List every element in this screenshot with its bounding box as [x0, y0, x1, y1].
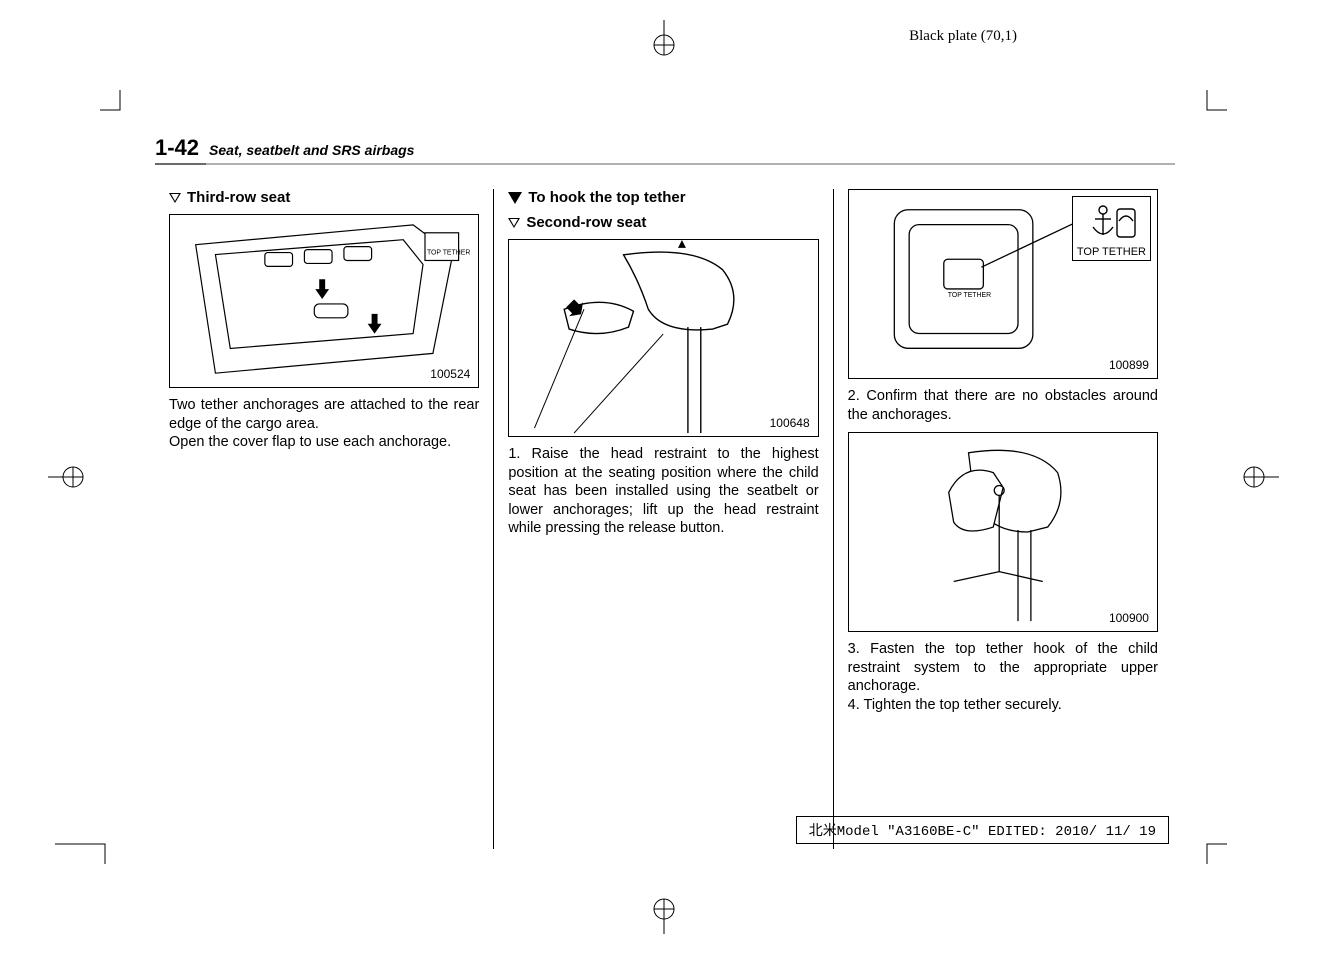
figure-100900-svg	[849, 433, 1157, 631]
anchor-icon	[1085, 203, 1137, 243]
col3-para1: 2. Confirm that there are no obstacles a…	[848, 387, 1158, 424]
column-3: TOP TETHER	[833, 189, 1172, 849]
col1-para1: Two tether anchorages are attached to th…	[169, 396, 479, 433]
chapter-title: Seat, seatbelt and SRS airbags	[209, 142, 414, 158]
crop-mark-left	[48, 457, 88, 497]
col2-heading-main-text: To hook the top tether	[528, 189, 685, 206]
col1-heading: Third-row seat	[169, 189, 479, 206]
crop-mark-bottom	[644, 894, 684, 934]
column-1: Third-row seat TOP TETHER	[155, 189, 493, 849]
col2-heading-main: To hook the top tether	[508, 189, 818, 206]
triangle-solid-icon	[508, 192, 522, 204]
footer-model-info: 北米Model "A3160BE-C" EDITED: 2010/ 11/ 19	[796, 816, 1169, 844]
page-content: 1-42 Seat, seatbelt and SRS airbags Thir…	[155, 135, 1172, 819]
triangle-outline-icon	[169, 193, 181, 203]
col2-heading-sub: Second-row seat	[508, 214, 818, 231]
figure-100900-id: 100900	[1109, 611, 1149, 625]
crop-mark-right	[1239, 457, 1279, 497]
crop-corner-tl	[100, 90, 130, 120]
col2-heading-sub-text: Second-row seat	[526, 214, 646, 231]
figure-100899-id: 100899	[1109, 358, 1149, 372]
black-plate-label: Black plate (70,1)	[909, 28, 1017, 45]
figure-100648-id: 100648	[770, 416, 810, 430]
col1-heading-text: Third-row seat	[187, 189, 290, 206]
col3-para2: 3. Fasten the top tether hook of the chi…	[848, 640, 1158, 696]
column-2: To hook the top tether Second-row seat	[493, 189, 832, 849]
crop-corner-tr	[1197, 90, 1227, 120]
top-tether-callout-text: TOP TETHER	[1077, 246, 1146, 258]
page-number: 1-42	[155, 135, 199, 161]
top-tether-callout: TOP TETHER	[1072, 196, 1151, 261]
figure-100648: 100648	[508, 239, 818, 437]
col2-para1: 1. Raise the head restraint to the highe…	[508, 445, 818, 538]
figure-100524-svg: TOP TETHER	[170, 215, 478, 387]
crop-corner-bl	[55, 834, 115, 864]
figure-100899: TOP TETHER	[848, 189, 1158, 379]
col3-para3: 4. Tighten the top tether securely.	[848, 696, 1158, 715]
figure-100900: 100900	[848, 432, 1158, 632]
col1-para2: Open the cover flap to use each anchorag…	[169, 433, 479, 452]
triangle-outline-icon	[508, 218, 520, 228]
crop-corner-br	[1197, 834, 1227, 864]
figure-100648-svg	[509, 240, 817, 436]
title-rule	[155, 163, 1175, 165]
svg-text:TOP TETHER: TOP TETHER	[427, 250, 470, 257]
svg-text:TOP TETHER: TOP TETHER	[947, 292, 990, 299]
columns: Third-row seat TOP TETHER	[155, 189, 1172, 849]
figure-100524-id: 100524	[430, 367, 470, 381]
figure-100524: TOP TETHER 100524	[169, 214, 479, 388]
crop-mark-top	[644, 20, 684, 60]
